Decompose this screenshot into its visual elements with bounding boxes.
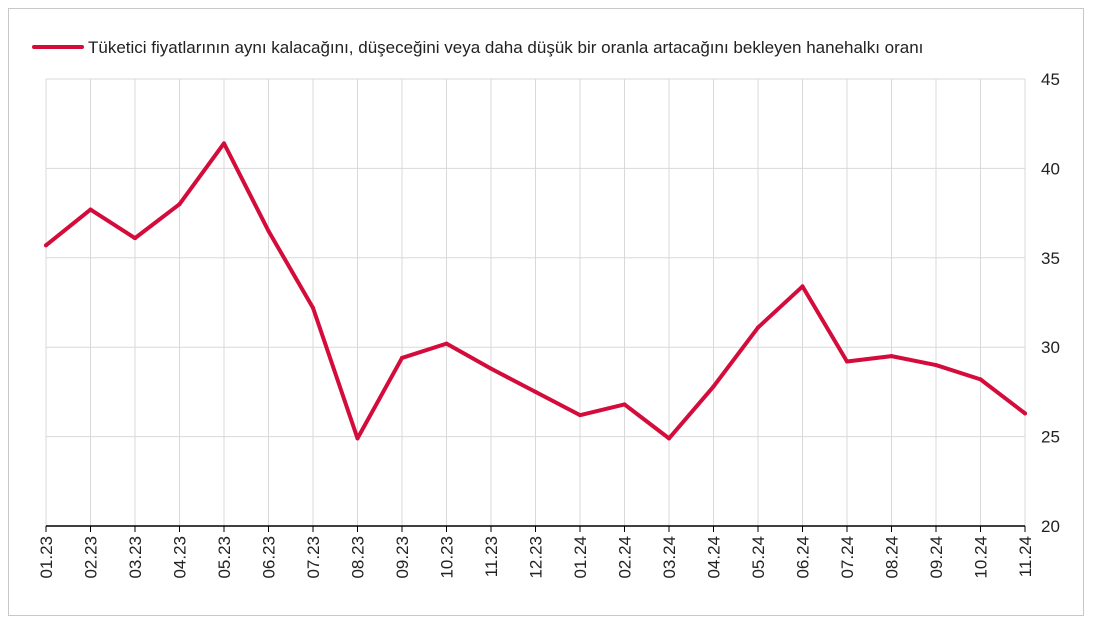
data-point: [489, 366, 493, 371]
x-tick-label: 11.24: [1016, 536, 1035, 577]
x-tick-label: 08.24: [883, 536, 902, 579]
y-tick-label: 35: [1041, 249, 1060, 268]
x-tick-label: 09.23: [393, 536, 412, 579]
x-axis: 01.23 02.23 03.23 04.23 05.23 06.23 07.23 08.23…: [37, 525, 1035, 579]
data-point: [533, 389, 538, 394]
legend-label: Tüketici fiyatlarının aynı kalacağını, d…: [88, 38, 923, 57]
x-tick-label: 12.23: [527, 536, 546, 579]
y-axis-ticks: 20 25 30 35 40 45: [1041, 70, 1060, 536]
x-tick-label: 05.23: [215, 536, 234, 579]
data-point: [756, 325, 760, 330]
legend: Tüketici fiyatlarının aynı kalacağını, d…: [32, 38, 923, 57]
data-point: [88, 207, 93, 212]
data-point: [222, 141, 226, 146]
x-tick-label: 07.24: [838, 536, 857, 579]
x-tick-label: 04.23: [171, 536, 190, 579]
x-tick-label: 08.23: [349, 536, 368, 579]
data-point: [800, 284, 805, 289]
data-point: [889, 354, 894, 359]
data-point: [578, 413, 582, 418]
x-tick-label: 10.24: [972, 536, 991, 579]
x-tick-label: 09.24: [927, 536, 946, 579]
data-point: [978, 377, 983, 382]
x-tick-label: 03.24: [660, 536, 679, 579]
chart-frame: [8, 8, 1084, 616]
y-tick-label: 20: [1041, 517, 1060, 536]
data-point: [711, 384, 716, 389]
data-point: [133, 236, 137, 241]
x-tick-label: 06.24: [794, 536, 813, 579]
x-tick-label: 02.23: [82, 536, 101, 579]
x-tick-label: 03.23: [126, 536, 145, 579]
data-point: [355, 436, 360, 441]
x-tick-label: 02.24: [616, 536, 635, 579]
data-point: [177, 202, 182, 207]
x-tick-label: 11.23: [482, 536, 501, 577]
y-tick-label: 45: [1041, 70, 1060, 89]
x-tick-label: 06.23: [260, 536, 279, 579]
data-point: [1023, 411, 1027, 416]
y-tick-label: 30: [1041, 338, 1060, 357]
x-tick-label: 07.23: [304, 536, 323, 579]
x-tick-label: 01.23: [37, 536, 56, 579]
data-point: [934, 363, 938, 368]
x-tick-label: 10.23: [438, 536, 457, 579]
data-point: [444, 341, 449, 346]
gridlines: [45, 78, 1026, 526]
data-point: [266, 228, 271, 233]
data-point: [845, 359, 849, 364]
series-group: [44, 141, 1027, 441]
x-tick-label: 05.24: [749, 536, 768, 579]
x-tick-label: 04.24: [705, 536, 724, 579]
y-tick-label: 25: [1041, 428, 1060, 447]
data-point: [400, 355, 404, 360]
data-point: [44, 243, 48, 248]
y-tick-label: 40: [1041, 159, 1060, 178]
x-tick-label: 01.24: [571, 536, 590, 579]
data-point: [622, 402, 627, 407]
data-point: [311, 305, 315, 310]
data-point: [667, 436, 671, 441]
